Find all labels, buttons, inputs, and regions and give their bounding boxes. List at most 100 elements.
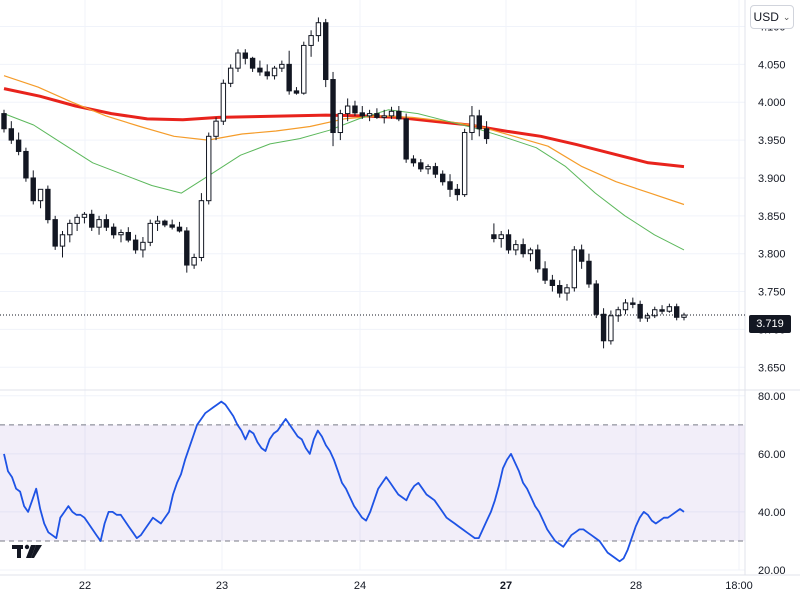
candle-body — [96, 219, 102, 228]
candle — [447, 174, 453, 197]
candle-body — [571, 249, 578, 289]
candle-body — [147, 222, 153, 243]
candle — [8, 121, 15, 144]
candle — [37, 188, 44, 209]
candle — [315, 17, 322, 42]
candle — [169, 219, 175, 230]
candle-body — [652, 309, 658, 317]
candle — [564, 283, 570, 301]
moving-averages — [3, 75, 685, 251]
candle-body — [162, 220, 168, 226]
candle-body — [644, 315, 651, 319]
moving-average-line — [3, 109, 685, 251]
candle-body — [630, 302, 636, 305]
candle-body — [425, 166, 431, 170]
candle-body — [198, 200, 205, 258]
candle — [279, 60, 285, 72]
candle-body — [301, 44, 307, 94]
candle — [608, 310, 614, 345]
candle-body — [132, 239, 139, 251]
candle — [264, 64, 270, 80]
candle — [308, 30, 314, 57]
candle — [301, 41, 307, 95]
candle — [644, 312, 651, 322]
candle — [162, 219, 168, 228]
candle-body — [505, 234, 512, 251]
candle-body — [235, 52, 241, 69]
candle — [242, 49, 248, 65]
candle — [344, 98, 351, 122]
candle — [593, 280, 599, 319]
candle — [374, 108, 380, 119]
candle-body — [59, 234, 66, 247]
candle — [366, 109, 373, 122]
candle — [271, 65, 278, 80]
candle-body — [359, 112, 365, 117]
candle-body — [498, 234, 504, 240]
candle-body — [74, 216, 80, 224]
candle — [549, 274, 556, 292]
candle — [673, 303, 680, 321]
candle-body — [89, 213, 95, 228]
currency-selector-button[interactable]: USD ⌄ — [750, 5, 794, 29]
candle-body — [118, 231, 124, 236]
moving-average-line — [3, 87, 685, 169]
candle — [476, 109, 482, 137]
candle — [67, 219, 73, 243]
candle-body — [527, 249, 534, 255]
candle-body — [403, 118, 409, 160]
candle — [513, 240, 519, 256]
currency-label: USD — [753, 10, 779, 24]
candle-body — [432, 166, 439, 175]
candle — [96, 215, 102, 235]
candle — [483, 121, 490, 144]
time-tick-label: 18:00 — [725, 580, 753, 592]
time-tick-label: 27 — [500, 580, 512, 592]
candle — [184, 227, 190, 273]
candle — [498, 230, 504, 248]
candle — [103, 214, 110, 231]
candle — [286, 50, 292, 95]
candle-body — [1, 113, 7, 130]
rsi-line — [3, 400, 685, 563]
candle — [257, 60, 263, 76]
candle-body — [344, 105, 351, 115]
candle — [615, 306, 621, 322]
candle-body — [308, 35, 314, 46]
candle — [491, 223, 497, 243]
price-tick-label: 4.000 — [758, 97, 786, 109]
candle-body — [586, 260, 592, 285]
candle-body — [52, 219, 58, 247]
candle-body — [169, 224, 175, 228]
candle — [23, 147, 29, 182]
candle-body — [461, 132, 468, 196]
candle-body — [67, 222, 73, 236]
candle — [454, 184, 461, 201]
candle-body — [154, 220, 161, 224]
candle — [396, 106, 402, 122]
price-tick-label: 3.800 — [758, 249, 786, 261]
candle-body — [549, 279, 556, 286]
time-tick-label: 23 — [216, 580, 228, 592]
candle-body — [227, 67, 234, 84]
candle — [535, 244, 541, 273]
candle-body — [125, 231, 132, 241]
candle — [249, 56, 256, 72]
candle — [337, 109, 344, 141]
candle — [52, 215, 58, 250]
candle — [132, 234, 139, 254]
candle-body — [30, 177, 36, 202]
candle — [505, 229, 512, 254]
candle — [15, 132, 22, 156]
candle-body — [513, 244, 519, 251]
candle-body — [374, 113, 380, 118]
candle-body — [535, 249, 541, 270]
tradingview-logo — [12, 544, 42, 558]
candle-body — [366, 113, 373, 117]
candle — [235, 49, 241, 72]
candle — [198, 193, 205, 262]
moving-average-line — [3, 75, 685, 206]
candle-body — [608, 315, 614, 342]
candle-body — [103, 219, 110, 228]
candle-body — [242, 52, 248, 59]
